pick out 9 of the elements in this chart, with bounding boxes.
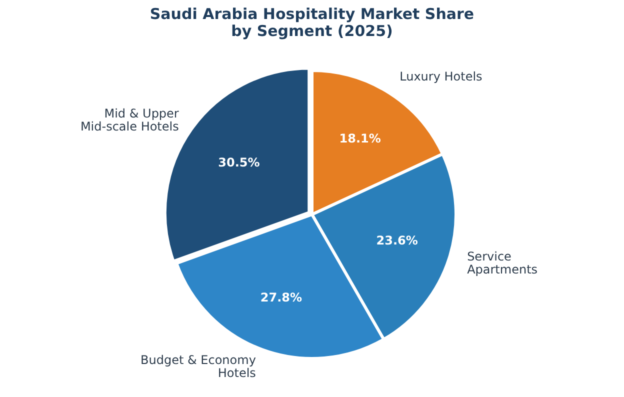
slice-label: Budget & Economy Hotels [140, 352, 256, 380]
slice-label: Mid & Upper Mid-scale Hotels [80, 106, 179, 134]
slice-label: Luxury Hotels [400, 70, 482, 84]
data-label: 27.8% [260, 290, 302, 304]
data-label: 18.1% [339, 131, 381, 146]
slice-label: Service Apartments [467, 249, 538, 276]
data-label: 23.6% [376, 234, 418, 248]
data-label: 30.5% [218, 155, 260, 170]
chart-title: Saudi Arabia Hospitality Market Share by Segment (2025) [148, 5, 476, 40]
